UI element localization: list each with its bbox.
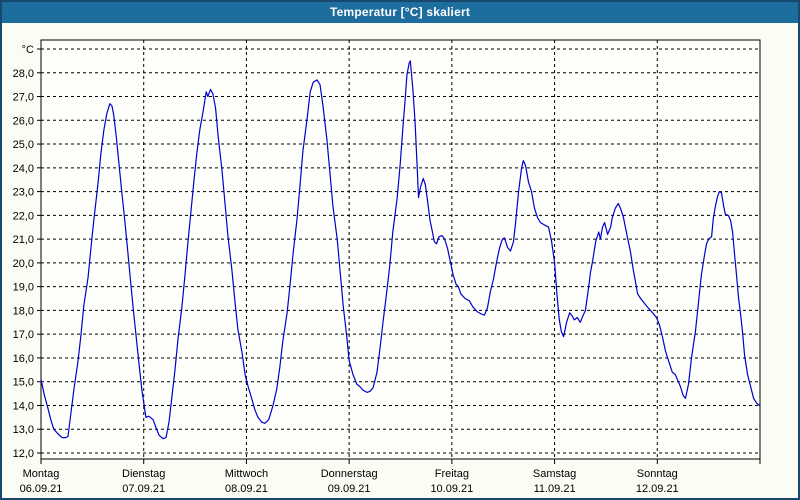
y-tick-label: 16,0 [13, 353, 34, 365]
day-date-label: 09.09.21 [328, 483, 371, 495]
y-tick-label: 25,0 [13, 139, 34, 151]
day-name-label: Dienstag [122, 468, 165, 480]
day-date-label: 12.09.21 [636, 483, 679, 495]
day-date-label: 11.09.21 [534, 483, 576, 495]
day-name-label: Freitag [435, 468, 469, 480]
y-tick-label: 13,0 [13, 424, 34, 436]
y-tick-label: 18,0 [13, 305, 34, 317]
day-name-label: Samstag [533, 468, 576, 480]
day-date-label: 10.09.21 [430, 483, 473, 495]
y-tick-label: 23,0 [13, 187, 34, 199]
day-name-label: Sonntag [637, 468, 678, 480]
day-name-label: Donnerstag [321, 468, 378, 480]
window-title: Temperatur [°C] skaliert [329, 5, 471, 19]
y-tick-label: 21,0 [13, 234, 34, 246]
y-tick-label: 17,0 [13, 329, 34, 341]
day-date-label: 08.09.21 [225, 483, 268, 495]
day-date-label: 06.09.21 [20, 483, 63, 495]
y-tick-label: 14,0 [13, 400, 34, 412]
y-tick-label: 28,0 [13, 68, 34, 80]
y-tick-label: 15,0 [13, 377, 34, 389]
y-tick-label: 27,0 [13, 92, 34, 104]
y-tick-label: °C [22, 44, 34, 56]
day-name-label: Montag [23, 468, 60, 480]
plot-border [40, 39, 761, 460]
y-tick-label: 19,0 [13, 282, 34, 294]
y-tick-label: 26,0 [13, 115, 34, 127]
y-tick-label: 12,0 [13, 448, 34, 460]
window-titlebar[interactable]: Temperatur [°C] skaliert [2, 2, 798, 23]
y-tick-label: 24,0 [13, 163, 34, 175]
y-tick-label: 20,0 [13, 258, 34, 270]
day-date-label: 07.09.21 [122, 483, 165, 495]
day-name-label: Mittwoch [225, 468, 268, 480]
temperature-curve [40, 60, 760, 440]
y-tick-label: 22,0 [13, 210, 34, 222]
plot-background [41, 40, 760, 459]
